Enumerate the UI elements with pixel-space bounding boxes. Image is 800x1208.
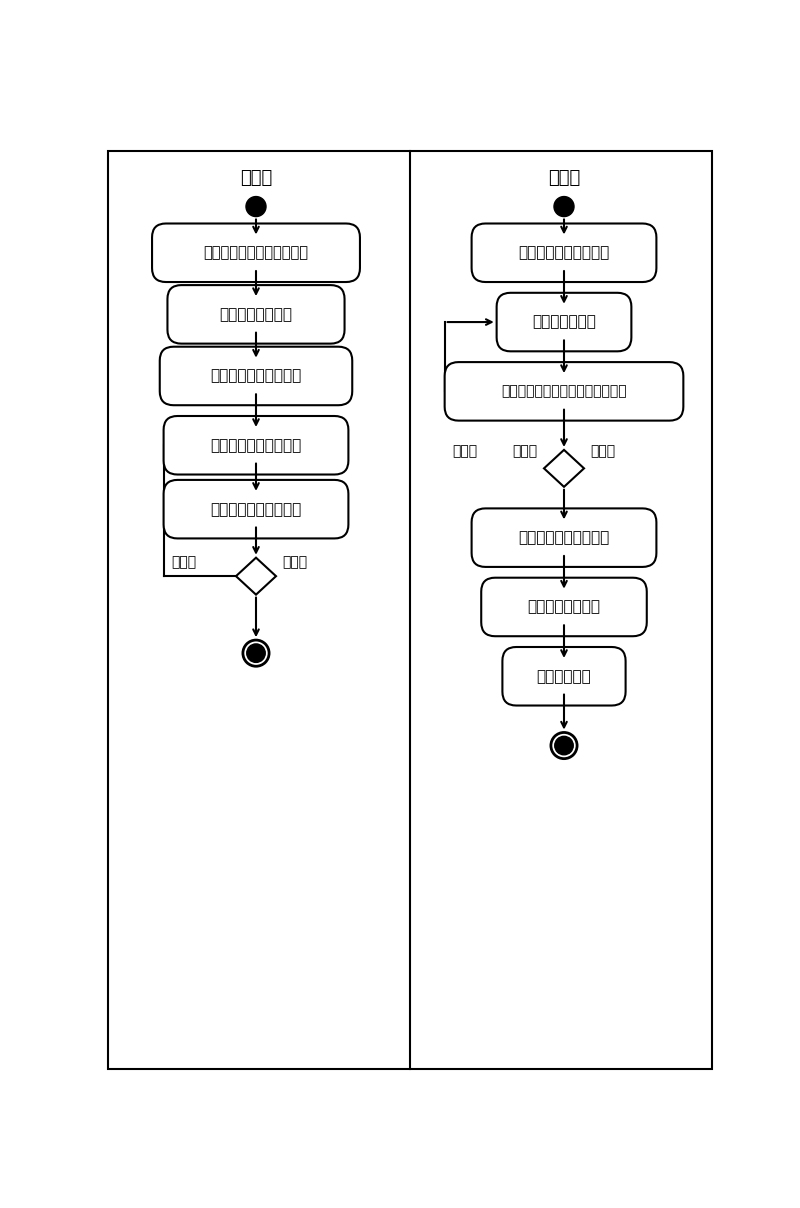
Text: 未达到: 未达到	[513, 445, 538, 458]
Text: 解析双音多频信号信息: 解析双音多频信号信息	[518, 530, 610, 545]
Text: 接收方: 接收方	[548, 169, 580, 187]
Text: 已超时: 已超时	[282, 556, 307, 569]
Circle shape	[246, 197, 266, 216]
Circle shape	[551, 732, 577, 759]
FancyBboxPatch shape	[497, 292, 631, 352]
FancyBboxPatch shape	[502, 647, 626, 705]
Text: 判断音频信息是否达到包长度要求: 判断音频信息是否达到包长度要求	[501, 384, 627, 399]
Text: 控制麦克风录音: 控制麦克风录音	[532, 314, 596, 330]
FancyBboxPatch shape	[445, 362, 683, 420]
FancyBboxPatch shape	[472, 223, 656, 281]
FancyBboxPatch shape	[472, 509, 656, 567]
Text: 未达到: 未达到	[452, 445, 478, 458]
FancyBboxPatch shape	[163, 416, 349, 475]
FancyBboxPatch shape	[152, 223, 360, 281]
Text: 判断是否到达超时时间: 判断是否到达超时时间	[210, 501, 302, 517]
Polygon shape	[544, 449, 584, 487]
Circle shape	[246, 644, 266, 662]
FancyBboxPatch shape	[482, 577, 646, 637]
Circle shape	[554, 197, 574, 216]
FancyBboxPatch shape	[167, 285, 345, 343]
Text: 控制喇叭发出声波信号: 控制喇叭发出声波信号	[210, 437, 302, 453]
Circle shape	[554, 737, 574, 755]
Text: 组成双音多频信号信息: 组成双音多频信号信息	[210, 368, 302, 383]
Polygon shape	[236, 558, 276, 594]
Text: 未超时: 未超时	[171, 556, 197, 569]
Text: 计算校验值，组成完整数据: 计算校验值，组成完整数据	[203, 245, 309, 260]
Text: 已达到: 已达到	[590, 445, 615, 458]
Circle shape	[243, 640, 269, 667]
FancyBboxPatch shape	[160, 347, 352, 405]
Text: 发送方: 发送方	[240, 169, 272, 187]
Text: 校验完整数据: 校验完整数据	[537, 669, 591, 684]
Text: 解码双音多频数据: 解码双音多频数据	[527, 599, 601, 615]
Text: 编码双音多频数据: 编码双音多频数据	[219, 307, 293, 321]
FancyBboxPatch shape	[163, 480, 349, 539]
Text: 麦克风靠近发送方喇叭: 麦克风靠近发送方喇叭	[518, 245, 610, 260]
